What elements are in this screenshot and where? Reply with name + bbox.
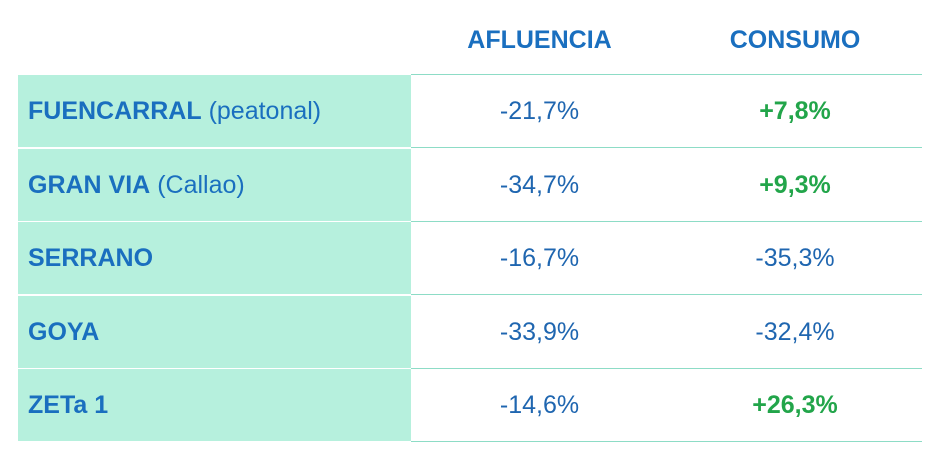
row-name: SERRANO <box>28 244 154 273</box>
row-name: GRAN VIA <box>28 170 151 199</box>
column-header: AFLUENCIA <box>467 26 612 54</box>
row-note: (peatonal) <box>208 97 322 125</box>
row-label: FUENCARRAL (peatonal) <box>18 75 411 147</box>
row-label: ZETa 1 <box>18 369 411 442</box>
table-row: SERRANO -16,7% -35,3% <box>18 222 922 296</box>
cell: -16,7% <box>411 222 668 296</box>
row-label: GOYA <box>18 295 411 368</box>
cell: +9,3% <box>668 149 922 222</box>
cell: -14,6% <box>411 369 668 443</box>
cell: -34,7% <box>411 149 668 222</box>
cell: -21,7% <box>411 75 668 148</box>
cell: -35,3% <box>668 222 922 296</box>
row-name: FUENCARRAL <box>28 97 202 125</box>
table-row: ZETa 1 -14,6% +26,3% <box>18 369 922 443</box>
cell: +26,3% <box>668 369 922 443</box>
row-name: GOYA <box>28 317 100 346</box>
cell: +7,8% <box>668 75 922 148</box>
row-note: (Callao) <box>157 170 245 199</box>
cell: -32,4% <box>668 296 922 369</box>
table-row: GRAN VIA (Callao) -34,7% +9,3% <box>18 148 922 223</box>
row-label: GRAN VIA (Callao) <box>18 148 411 221</box>
row-label: SERRANO <box>18 222 411 295</box>
row-name: ZETa 1 <box>28 391 109 420</box>
column-header: CONSUMO <box>729 26 861 54</box>
table-row: GOYA -33,9% -32,4% <box>18 295 922 370</box>
table-border <box>411 74 922 75</box>
cell: -33,9% <box>411 296 668 369</box>
table-row: FUENCARRAL (peatonal) -21,7% +7,8% <box>18 75 922 149</box>
